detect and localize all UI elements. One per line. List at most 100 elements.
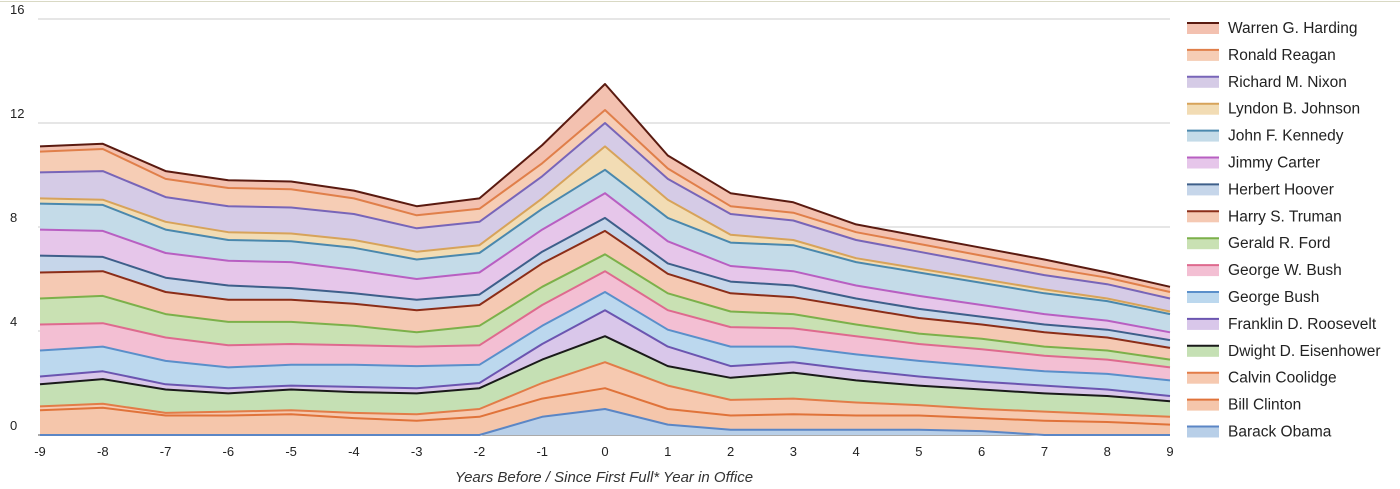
y-tick-label: 8 [10, 210, 17, 225]
legend-label: Franklin D. Roosevelt [1228, 316, 1377, 333]
line-ronald-reagan [39, 109, 1171, 293]
legend-swatch [1187, 76, 1219, 88]
line-warren-g-harding [39, 83, 1171, 288]
area-george-w-bush [40, 271, 1170, 381]
line-jimmy-carter [39, 192, 1171, 334]
area-richard-m-nixon [40, 123, 1170, 312]
legend-item-herbert-hoover: Herbert Hoover [1187, 181, 1334, 198]
series-lines [39, 83, 1171, 436]
area-calvin-coolidge [40, 362, 1170, 425]
legend-label: Bill Clinton [1228, 397, 1301, 414]
x-tick-label: -9 [34, 444, 46, 459]
legend-swatch [1187, 49, 1219, 61]
legend-swatch [1187, 399, 1219, 411]
legend-item-barack-obama: Barack Obama [1187, 424, 1332, 441]
legend-label: Jimmy Carter [1228, 155, 1320, 172]
legend-swatch [1187, 345, 1219, 357]
area-franklin-d-roosevelt [40, 310, 1170, 402]
line-bill-clinton [39, 387, 1171, 426]
legend-item-lyndon-b-johnson: Lyndon B. Johnson [1187, 101, 1360, 118]
x-tick-label: -8 [97, 444, 109, 459]
legend-label: Calvin Coolidge [1228, 370, 1337, 387]
legend-label: Richard M. Nixon [1228, 74, 1347, 91]
legend: Warren G. Harding Ronald Reagan Richard M.… [1187, 20, 1380, 441]
legend-swatch [1187, 292, 1219, 303]
legend-label: Warren G. Harding [1228, 20, 1358, 37]
x-tick-label: 2 [727, 444, 734, 459]
x-tick-label: -7 [160, 444, 172, 459]
x-tick-label: -6 [223, 444, 235, 459]
line-richard-m-nixon [39, 122, 1171, 300]
x-axis-title: Years Before / Since First Full* Year in… [455, 469, 753, 486]
y-tick-label: 4 [10, 314, 17, 329]
legend-label: Gerald R. Ford [1228, 235, 1331, 252]
x-tick-label: -1 [536, 444, 548, 459]
legend-item-bill-clinton: Bill Clinton [1187, 397, 1301, 414]
legend-item-george-w-bush: George W. Bush [1187, 262, 1342, 279]
legend-swatch [1187, 23, 1219, 34]
legend-label: Dwight D. Eisenhower [1228, 343, 1380, 360]
x-tick-label: 5 [915, 444, 922, 459]
line-herbert-hoover [39, 216, 1171, 342]
x-tick-label: 1 [664, 444, 671, 459]
legend-label: Herbert Hoover [1228, 181, 1334, 198]
legend-swatch [1187, 372, 1219, 384]
line-george-w-bush [39, 270, 1171, 369]
legend-item-harry-s-truman: Harry S. Truman [1187, 208, 1342, 225]
legend-swatch [1187, 426, 1219, 438]
legend-label: Harry S. Truman [1228, 208, 1342, 225]
area-george-bush [40, 292, 1170, 396]
x-tick-label: -5 [285, 444, 297, 459]
legend-item-calvin-coolidge: Calvin Coolidge [1187, 370, 1337, 387]
legend-swatch [1187, 318, 1219, 330]
legend-swatch [1187, 238, 1219, 250]
area-john-f-kennedy [40, 169, 1170, 333]
legend-label: George Bush [1228, 289, 1319, 306]
line-franklin-d-roosevelt [39, 309, 1171, 397]
legend-item-richard-m-nixon: Richard M. Nixon [1187, 74, 1347, 91]
legend-swatch [1187, 184, 1219, 196]
line-gerald-r-ford [39, 253, 1171, 361]
line-barack-obama [40, 408, 1170, 436]
legend-item-dwight-d-eisenhower: Dwight D. Eisenhower [1187, 343, 1380, 360]
area-barack-obama [40, 409, 1170, 435]
legend-item-gerald-r-ford: Gerald R. Ford [1187, 235, 1331, 252]
x-tick-label: 4 [852, 444, 859, 459]
legend-label: George W. Bush [1228, 262, 1342, 279]
y-tick-label: 16 [10, 2, 24, 17]
area-harry-s-truman [40, 230, 1170, 360]
line-george-bush [39, 291, 1171, 382]
legend-label: Lyndon B. Johnson [1228, 101, 1360, 118]
legend-swatch [1187, 211, 1219, 223]
x-tick-label: 3 [790, 444, 797, 459]
y-tick-label: 0 [10, 418, 17, 433]
area-dwight-d-eisenhower [40, 336, 1170, 417]
legend-item-warren-g-harding: Warren G. Harding [1187, 20, 1358, 37]
x-tick-label: 0 [601, 444, 608, 459]
legend-item-franklin-d-roosevelt: Franklin D. Roosevelt [1187, 316, 1377, 333]
line-dwight-d-eisenhower [39, 335, 1171, 403]
line-lyndon-b-johnson [39, 145, 1171, 313]
legend-item-george-bush: George Bush [1187, 289, 1319, 306]
legend-swatch [1187, 103, 1219, 115]
line-john-f-kennedy [39, 168, 1171, 316]
line-calvin-coolidge [39, 361, 1171, 418]
x-tick-label: 7 [1041, 444, 1048, 459]
legend-swatch [1187, 130, 1219, 142]
line-harry-s-truman [39, 229, 1171, 349]
legend-item-jimmy-carter: Jimmy Carter [1187, 155, 1320, 172]
y-tick-label: 12 [10, 106, 24, 121]
area-bill-clinton [40, 388, 1170, 435]
x-tick-label: 8 [1104, 444, 1111, 459]
area-ronald-reagan [40, 110, 1170, 299]
x-tick-label: 6 [978, 444, 985, 459]
x-tick-label: -3 [411, 444, 423, 459]
legend-label: John F. Kennedy [1228, 128, 1344, 145]
legend-item-john-f-kennedy: John F. Kennedy [1187, 128, 1344, 145]
legend-label: Barack Obama [1228, 424, 1332, 441]
legend-label: Ronald Reagan [1228, 47, 1336, 64]
legend-swatch [1187, 265, 1219, 277]
